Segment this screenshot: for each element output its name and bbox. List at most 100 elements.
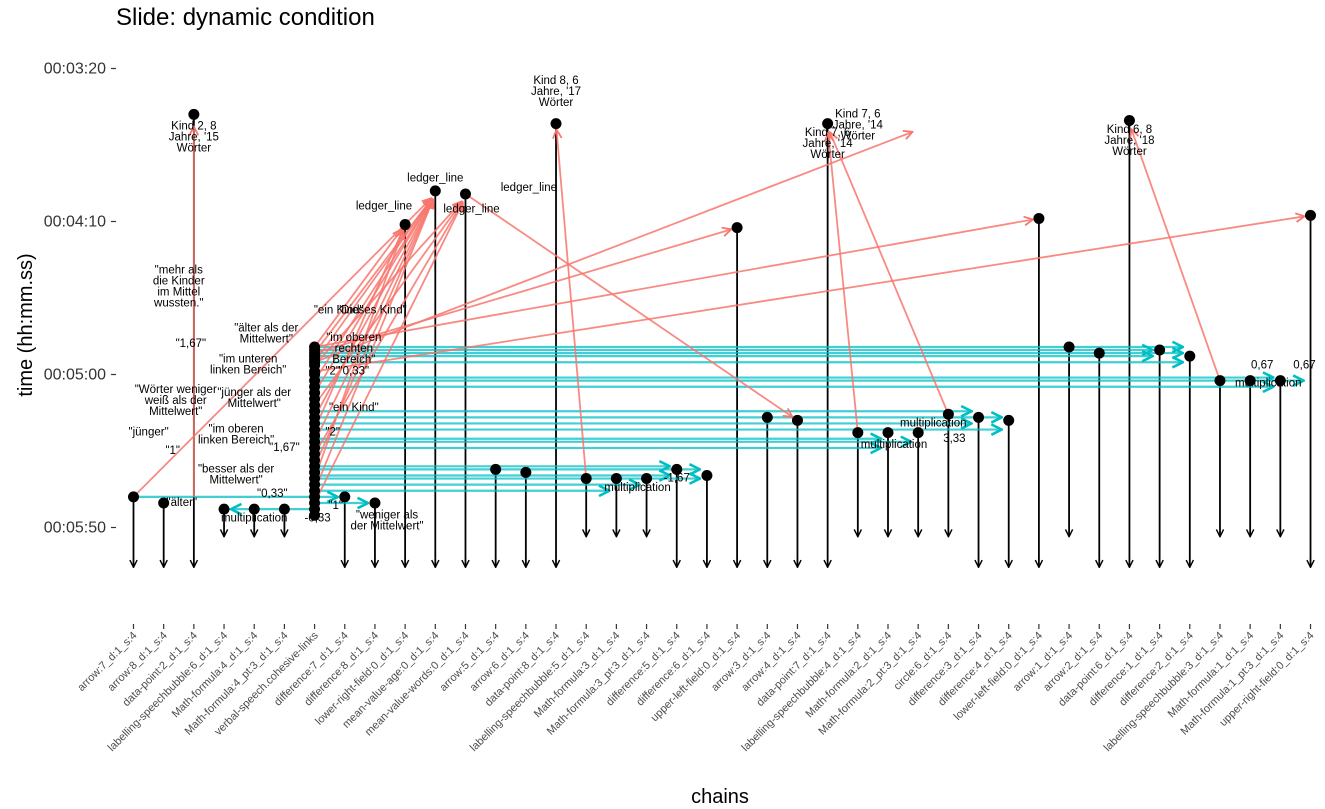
chains-layer	[134, 114, 1311, 567]
annotation-line: 0,67	[1251, 359, 1273, 371]
annotation-label: "weniger als der Mittelwert"	[350, 509, 423, 532]
annotation-line: die Kinder	[153, 276, 205, 288]
data-point	[761, 411, 773, 423]
annotation-line: Mittelwert"	[149, 406, 202, 418]
cross-link	[313, 200, 433, 492]
data-point	[490, 463, 502, 475]
cross-link	[314, 216, 1305, 373]
cross-link	[313, 199, 433, 418]
annotation-line: weiß als der	[144, 395, 207, 407]
annotation-line: linken Bereich"	[198, 435, 274, 447]
annotation-line: Jahre, '17	[531, 86, 581, 98]
annotation-line: Wörter	[1112, 146, 1147, 158]
data-point	[882, 427, 894, 439]
cross-link	[313, 229, 402, 348]
annotation-line: "im oberen	[208, 424, 263, 436]
annotation-label: -1,67	[664, 473, 690, 485]
annotation-label: "älter"	[167, 497, 198, 509]
data-point	[399, 219, 411, 231]
y-tick-label: 00:05:00	[44, 367, 106, 384]
annotation-line: Jahre, '18	[1104, 135, 1154, 147]
annotation-label: "0,33"	[339, 366, 370, 378]
annotation-line: Kind 8, 6	[533, 75, 578, 87]
cross-link	[313, 199, 432, 382]
annotation-line: Wörter	[841, 130, 876, 142]
data-point	[1305, 209, 1317, 221]
annotation-label: "jünger als der Mittelwert"	[217, 387, 291, 410]
cross-link	[828, 133, 859, 433]
cross-link	[314, 219, 1033, 348]
chart-title: Slide: dynamic condition	[116, 4, 375, 31]
annotation-line: "jünger"	[129, 427, 169, 439]
annotation-line: der Mittelwert"	[350, 520, 423, 532]
annotation-label: "Wörter weniger weiß als der Mittelwert"	[135, 384, 217, 418]
data-point	[1093, 347, 1105, 359]
forward-links-layer	[133, 347, 1304, 509]
annotation-label: Kind 6, 8 Jahre, '18 Wörter	[1104, 124, 1154, 158]
data-point	[852, 427, 864, 439]
annotation-label: "ein Kind"	[329, 402, 379, 414]
data-point	[671, 463, 683, 475]
data-point	[580, 473, 592, 485]
annotation-label: ledger_line	[356, 200, 412, 212]
annotation-label: "1"	[165, 445, 180, 457]
x-axis: arrow:7_d:1_s:4arrow:8_d:1_s:4data-point…	[75, 624, 1317, 754]
data-point	[1063, 341, 1075, 353]
annotation-line: ledger_line	[443, 203, 499, 215]
annotation-label: Kind 8, 6 Jahre, '17 Wörter	[531, 75, 581, 109]
data-point	[550, 118, 562, 130]
annotation-label: "im unteren linken Bereich"	[210, 353, 286, 376]
data-point	[1244, 375, 1256, 387]
annotation-line: "1"	[165, 445, 180, 457]
annotation-line: "älter als der	[234, 323, 298, 335]
annotation-line: "0,33"	[257, 488, 288, 500]
annotation-line: Wörter	[810, 149, 845, 161]
annotation-line: multiplication	[861, 439, 927, 451]
data-point	[1214, 375, 1226, 387]
data-point	[429, 185, 441, 197]
annotation-line: "im unteren	[219, 353, 277, 365]
annotation-label: "besser als der Mittelwert"	[198, 463, 274, 486]
annotation-label: "jünger"	[129, 427, 169, 439]
annotation-label: multiplication	[221, 512, 287, 524]
annotation-line: Wörter	[539, 97, 574, 109]
annotation-line: Kind 6, 8	[1107, 124, 1152, 136]
cross-link	[314, 229, 732, 354]
annotation-line: im Mittel	[157, 287, 200, 299]
cross-link	[313, 230, 404, 479]
annotation-line: "besser als der	[198, 463, 274, 475]
data-point	[1184, 350, 1196, 362]
annotation-label: "2"	[325, 366, 340, 378]
annotation-line: Jahre, '15	[169, 132, 219, 144]
annotation-line: "1,67"	[269, 442, 300, 454]
annotation-line: "Dieses Kind"	[337, 304, 407, 316]
data-point	[731, 222, 743, 234]
annotation-line: "ein Kind"	[329, 402, 379, 414]
annotation-label: Kind 7, 6 Jahre, '14 Wörter	[833, 108, 884, 142]
annotation-line: "1"	[328, 500, 343, 512]
annotation-line: "mehr als	[155, 265, 203, 277]
annotation-label: multiplication	[861, 439, 927, 451]
annotation-label: "1,67"	[176, 338, 207, 350]
cross-link	[314, 132, 913, 364]
data-point	[822, 118, 834, 130]
annotation-line: 3,33	[943, 433, 965, 445]
annotation-line: "1,67"	[176, 338, 207, 350]
data-point	[701, 469, 713, 481]
annotation-line: "ein Kind"	[314, 304, 364, 316]
data-point	[641, 473, 653, 485]
cross-link	[313, 199, 432, 354]
annotation-label: -0,33	[304, 512, 330, 524]
annotation-line: Kind 7, 6	[805, 127, 850, 139]
annotation-line: "jünger als der	[217, 387, 291, 399]
annotation-label: "im oberen linken Bereich"	[198, 424, 274, 447]
annotation-line: multiplication	[1235, 378, 1301, 390]
annotation-label: 0,67	[1251, 359, 1273, 371]
y-tick-label: 00:04:10	[44, 214, 106, 231]
cross-links-layer	[132, 127, 1305, 504]
annotation-line: wussten."	[153, 298, 203, 310]
annotation-label: "mehr als die Kinder im Mittel wussten."	[153, 265, 205, 310]
cross-link	[313, 201, 462, 366]
data-point	[1003, 414, 1015, 426]
annotation-line: 0,67	[1293, 359, 1315, 371]
